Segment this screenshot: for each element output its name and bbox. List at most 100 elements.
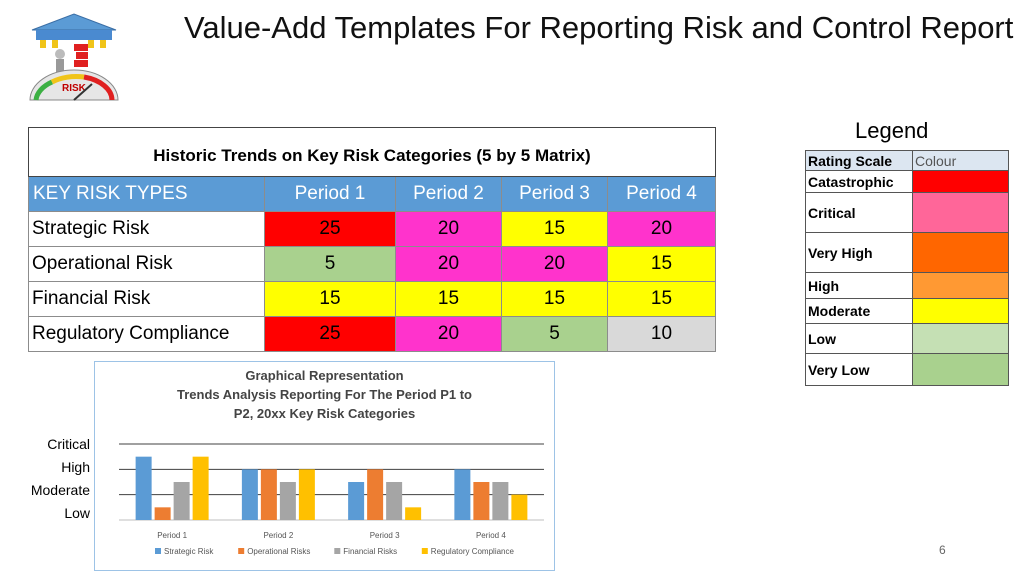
header-period-4: Period 4	[607, 176, 716, 212]
bar-1-4	[454, 469, 471, 520]
legend-label: Very High	[805, 232, 913, 273]
bar-2-1	[154, 507, 171, 520]
header-period-2: Period 2	[395, 176, 502, 212]
bar-4-1	[192, 456, 209, 520]
matrix-caption: Historic Trends on Key Risk Categories (…	[28, 127, 716, 177]
level-label-high: High	[61, 459, 90, 475]
legend-table: Rating Scale Colour Catastrophic Critica…	[805, 150, 1009, 386]
legend-swatch	[912, 353, 1009, 386]
legend-row: Moderate	[805, 298, 1009, 324]
risk-cell: 25	[264, 211, 396, 247]
risk-cell: 20	[395, 316, 502, 352]
risk-cell: 5	[264, 246, 396, 282]
risk-cell: 20	[607, 211, 716, 247]
legend-swatch	[912, 298, 1009, 324]
risk-cell: 15	[501, 211, 608, 247]
chart-title-line-1: Graphical Representation	[245, 368, 404, 383]
level-label-critical: Critical	[47, 436, 90, 452]
level-label-low: Low	[64, 505, 90, 521]
risk-cell: 15	[607, 281, 716, 317]
risk-cell: 20	[395, 211, 502, 247]
table-row: Financial Risk 15 15 15 15	[28, 281, 716, 317]
legend-row: Critical	[805, 192, 1009, 233]
legend-marker	[334, 548, 341, 554]
risk-logo: RISK	[29, 13, 119, 101]
risk-cell: 15	[264, 281, 396, 317]
legend-marker	[421, 548, 428, 554]
chart-title-line-2: Trends Analysis Reporting For The Period…	[177, 387, 472, 402]
legend-row: High	[805, 272, 1009, 299]
bar-4-2	[298, 469, 315, 520]
bar-3-4	[492, 482, 509, 520]
risk-matrix-table: Historic Trends on Key Risk Categories (…	[28, 127, 716, 352]
trend-chart: Graphical Representation Trends Analysis…	[94, 361, 555, 571]
risk-cell: 15	[501, 281, 608, 317]
row-name: Strategic Risk	[28, 211, 265, 247]
risk-cell: 25	[264, 316, 396, 352]
risk-cell: 15	[395, 281, 502, 317]
legend-title: Legend	[855, 118, 929, 143]
table-row: Strategic Risk 25 20 15 20	[28, 211, 716, 247]
legend-marker	[238, 548, 245, 554]
legend-swatch	[912, 272, 1009, 299]
legend-marker	[155, 548, 161, 554]
legend-label: Low	[805, 323, 913, 354]
legend-header-colour: Colour	[912, 150, 1009, 171]
legend-row: Catastrophic	[805, 170, 1009, 193]
legend-header-rating: Rating Scale	[805, 150, 913, 171]
legend-entry: Strategic Risk	[164, 547, 214, 556]
risk-cell: 10	[607, 316, 716, 352]
bar-3-2	[279, 482, 296, 520]
bar-2-2	[260, 469, 277, 520]
legend-entry: Operational Risks	[247, 547, 310, 556]
legend-entry: Financial Risks	[343, 547, 397, 556]
table-row: Operational Risk 5 20 20 15	[28, 246, 716, 282]
bar-4-3	[405, 507, 422, 520]
legend-label: Moderate	[805, 298, 913, 324]
legend-row: Very Low	[805, 353, 1009, 386]
x-tick-label: Period 2	[263, 531, 293, 540]
legend-label: High	[805, 272, 913, 299]
table-row: Regulatory Compliance 25 20 5 10	[28, 316, 716, 352]
legend-swatch	[912, 232, 1009, 273]
slide-number: 6	[939, 543, 946, 557]
level-label-moderate: Moderate	[30, 482, 90, 498]
row-name: Operational Risk	[28, 246, 265, 282]
risk-level-labels: Critical High Moderate Low	[20, 433, 90, 525]
bar-4-4	[511, 494, 528, 520]
header-key-risk-types: KEY RISK TYPES	[28, 176, 265, 212]
bar-1-3	[348, 482, 365, 520]
bar-2-3	[367, 469, 384, 520]
x-tick-label: Period 4	[476, 531, 506, 540]
legend-row: Low	[805, 323, 1009, 354]
bar-3-1	[173, 482, 190, 520]
chart-plot: Period 1 Period 2 Period 3 Period 4 Strategi…	[119, 443, 544, 556]
legend-swatch	[912, 192, 1009, 233]
bar-3-3	[386, 482, 403, 520]
risk-cell: 20	[395, 246, 502, 282]
header-period-1: Period 1	[264, 176, 396, 212]
bar-2-4	[473, 482, 490, 520]
legend-header-row: Rating Scale Colour	[805, 150, 1009, 171]
legend-label: Very Low	[805, 353, 913, 386]
legend-label: Critical	[805, 192, 913, 233]
page-title: Value-Add Templates For Reporting Risk a…	[184, 10, 1014, 45]
risk-cell: 5	[501, 316, 608, 352]
bar-1-2	[241, 469, 258, 520]
chart-title-line-3: P2, 20xx Key Risk Categories	[233, 406, 416, 421]
legend-swatch	[912, 170, 1009, 193]
svg-text:RISK: RISK	[62, 83, 87, 94]
row-name: Financial Risk	[28, 281, 265, 317]
row-name: Regulatory Compliance	[28, 316, 265, 352]
risk-cell: 20	[501, 246, 608, 282]
legend-entry: Regulatory Compliance	[431, 547, 515, 556]
legend-row: Very High	[805, 232, 1009, 273]
risk-cell: 15	[607, 246, 716, 282]
x-tick-label: Period 3	[370, 531, 400, 540]
matrix-header-row: KEY RISK TYPES Period 1 Period 2 Period …	[28, 176, 716, 212]
x-tick-label: Period 1	[157, 531, 187, 540]
bar-1-1	[135, 456, 152, 520]
header-period-3: Period 3	[501, 176, 608, 212]
legend-swatch	[912, 323, 1009, 354]
legend-label: Catastrophic	[805, 170, 913, 193]
